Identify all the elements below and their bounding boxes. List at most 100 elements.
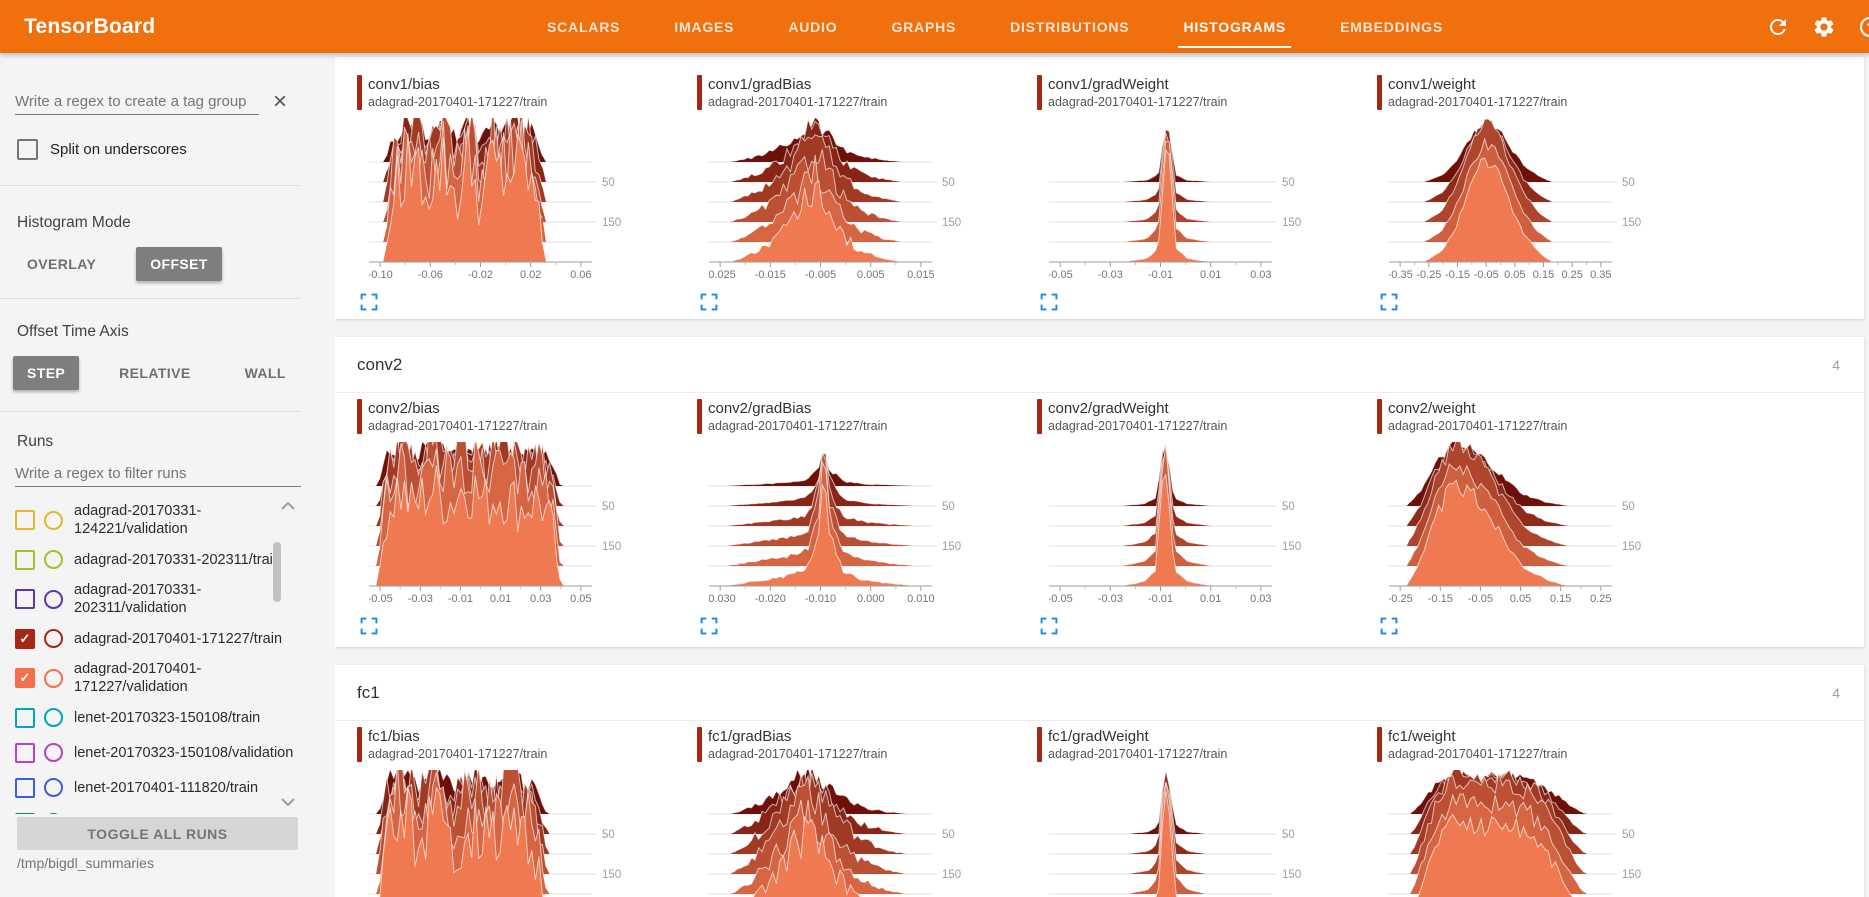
run-checkbox[interactable] <box>15 812 35 814</box>
tab-audio[interactable]: AUDIO <box>788 18 838 35</box>
run-list-item[interactable]: ✓ adagrad-20170401-171227/validation <box>15 656 303 700</box>
expand-card-button[interactable] <box>1380 293 1400 313</box>
chart-run-subtitle: adagrad-20170401-171227/train <box>1048 95 1228 109</box>
card-header: conv2/bias adagrad-20170401-171227/train <box>357 399 697 434</box>
chevron-up-icon[interactable] <box>280 501 296 510</box>
section-panel-conv2: conv2 4 conv2/bias adagrad-20170401-171227/… <box>335 337 1864 647</box>
run-checkbox-checked[interactable]: ✓ <box>15 668 35 688</box>
run-filter-input[interactable] <box>15 461 301 487</box>
tab-graphs[interactable]: GRAPHS <box>891 18 957 35</box>
card-titles: conv1/weight adagrad-20170401-171227/trai… <box>1388 75 1567 110</box>
expand-card-button[interactable] <box>1040 617 1060 637</box>
histogram-mode-overlay-button[interactable]: OVERLAY <box>13 247 110 281</box>
run-checkbox[interactable] <box>15 589 35 609</box>
expand-card-button[interactable] <box>360 617 380 637</box>
split-on-underscores-row[interactable]: Split on underscores <box>17 139 187 160</box>
svg-text:0.015: 0.015 <box>907 269 935 281</box>
run-list-item[interactable]: adagrad-20170331-124221/validation <box>15 498 303 542</box>
expand-icon <box>1380 293 1398 311</box>
run-list-item[interactable]: lenet-20170323-150108/train <box>15 700 303 735</box>
histogram-plot: 50 150 -0.25 -0.15 -0.05 0.05 0.15 0.25 <box>1388 439 1717 613</box>
expand-card-button[interactable] <box>360 293 380 313</box>
help-icon[interactable]: ? <box>1858 15 1869 39</box>
svg-text:150: 150 <box>602 869 621 881</box>
run-list-scrollbar[interactable] <box>273 542 281 602</box>
svg-text:150: 150 <box>1282 869 1301 881</box>
chart-run-subtitle: adagrad-20170401-171227/train <box>1048 419 1228 433</box>
section-header-conv2[interactable]: conv2 4 <box>335 337 1864 393</box>
run-checkbox[interactable] <box>15 549 35 570</box>
expand-icon <box>1380 617 1398 635</box>
run-name-label: lenet-20170323-150108/validation <box>74 744 294 761</box>
histogram-mode-offset-button[interactable]: OFFSET <box>136 247 222 281</box>
run-color-circle <box>44 668 63 688</box>
run-list-item[interactable]: ✓ adagrad-20170401-171227/train <box>15 621 303 656</box>
chevron-down-icon[interactable] <box>280 798 296 807</box>
svg-text:-0.06: -0.06 <box>418 269 443 281</box>
run-color-bar <box>697 727 702 762</box>
histogram-plot: 50 150 -0.05 -0.03 -0.01 0.01 0.03 0.05 <box>368 423 697 613</box>
settings-gear-icon[interactable] <box>1812 15 1836 39</box>
run-checkbox[interactable] <box>15 777 35 798</box>
histogram-plot: 50 150 <box>709 764 1037 897</box>
sidebar: × Split on underscores Histogram Mode OV… <box>0 53 335 897</box>
tab-distributions[interactable]: DISTRIBUTIONS <box>1010 18 1130 35</box>
tab-histograms[interactable]: HISTOGRAMS <box>1156 0 1313 53</box>
tab-scalars[interactable]: SCALARS <box>547 18 621 35</box>
expand-icon <box>700 293 718 311</box>
histogram-plot: 50 150 -0.05 -0.03 -0.01 0.01 0.03 <box>1048 442 1377 613</box>
tab-images[interactable]: IMAGES <box>674 18 735 35</box>
toggle-all-runs-button[interactable]: TOGGLE ALL RUNS <box>17 817 298 850</box>
expand-card-button[interactable] <box>1380 617 1400 637</box>
svg-text:0.15: 0.15 <box>1533 269 1554 281</box>
run-color-circle <box>44 589 63 609</box>
run-list-item[interactable]: lenet-20170401-111820/train <box>15 770 303 805</box>
clear-regex-icon[interactable]: × <box>273 88 288 115</box>
app-title: TensorBoard <box>24 14 156 38</box>
run-checkbox[interactable] <box>15 707 35 728</box>
offset-time-axis-relative-button[interactable]: RELATIVE <box>105 356 204 390</box>
svg-text:-0.015: -0.015 <box>755 269 786 281</box>
run-color-bar <box>697 399 702 434</box>
expand-card-button[interactable] <box>1040 293 1060 313</box>
svg-text:150: 150 <box>602 541 621 553</box>
refresh-icon[interactable] <box>1766 15 1790 39</box>
run-list-item[interactable]: lenet-20170323-150108/validation <box>15 735 303 770</box>
run-list-item[interactable]: lenet-20170401-111820/validation <box>15 805 303 814</box>
svg-text:-0.020: -0.020 <box>755 593 786 605</box>
svg-text:0.15: 0.15 <box>1550 593 1571 605</box>
svg-text:50: 50 <box>942 829 955 841</box>
run-color-circle <box>44 708 63 727</box>
run-color-circle <box>44 778 63 797</box>
split-checkbox[interactable] <box>17 139 38 160</box>
run-checkbox[interactable] <box>15 510 35 530</box>
tag-regex-input[interactable] <box>15 89 259 115</box>
offset-time-axis-wall-button[interactable]: WALL <box>231 356 300 390</box>
card-header: conv2/gradWeight adagrad-20170401-171227/… <box>1037 399 1377 434</box>
svg-text:-0.030: -0.030 <box>709 593 736 605</box>
card-header: fc1/gradBias adagrad-20170401-171227/trai… <box>697 727 1037 762</box>
svg-text:0.25: 0.25 <box>1561 269 1582 281</box>
svg-text:50: 50 <box>942 177 955 189</box>
run-list-item[interactable]: adagrad-20170331-202311/validation <box>15 577 303 621</box>
card-row: fc1/bias adagrad-20170401-171227/train 50 1… <box>335 721 1864 897</box>
run-list-item[interactable]: adagrad-20170331-202311/train <box>15 542 303 577</box>
histogram-card: fc1/gradBias adagrad-20170401-171227/trai… <box>697 727 1037 897</box>
expand-card-button[interactable] <box>700 617 720 637</box>
section-header-fc1[interactable]: fc1 4 <box>335 665 1864 721</box>
run-checkbox-checked[interactable]: ✓ <box>15 628 35 649</box>
run-color-bar <box>1377 399 1382 434</box>
svg-text:0.35: 0.35 <box>1590 269 1611 281</box>
expand-card-button[interactable] <box>700 293 720 313</box>
offset-time-axis-step-button[interactable]: STEP <box>13 356 80 390</box>
svg-text:0.01: 0.01 <box>490 593 511 605</box>
svg-text:-0.15: -0.15 <box>1445 269 1470 281</box>
card-header: fc1/weight adagrad-20170401-171227/train <box>1377 727 1717 762</box>
tab-embeddings[interactable]: EMBEDDINGS <box>1340 18 1443 35</box>
chart-run-subtitle: adagrad-20170401-171227/train <box>708 419 888 433</box>
svg-text:0.010: 0.010 <box>907 593 935 605</box>
run-checkbox[interactable] <box>15 742 35 763</box>
svg-text:150: 150 <box>602 217 621 229</box>
histogram-plot: 50 150 <box>369 743 697 897</box>
svg-text:-0.05: -0.05 <box>1049 269 1073 281</box>
